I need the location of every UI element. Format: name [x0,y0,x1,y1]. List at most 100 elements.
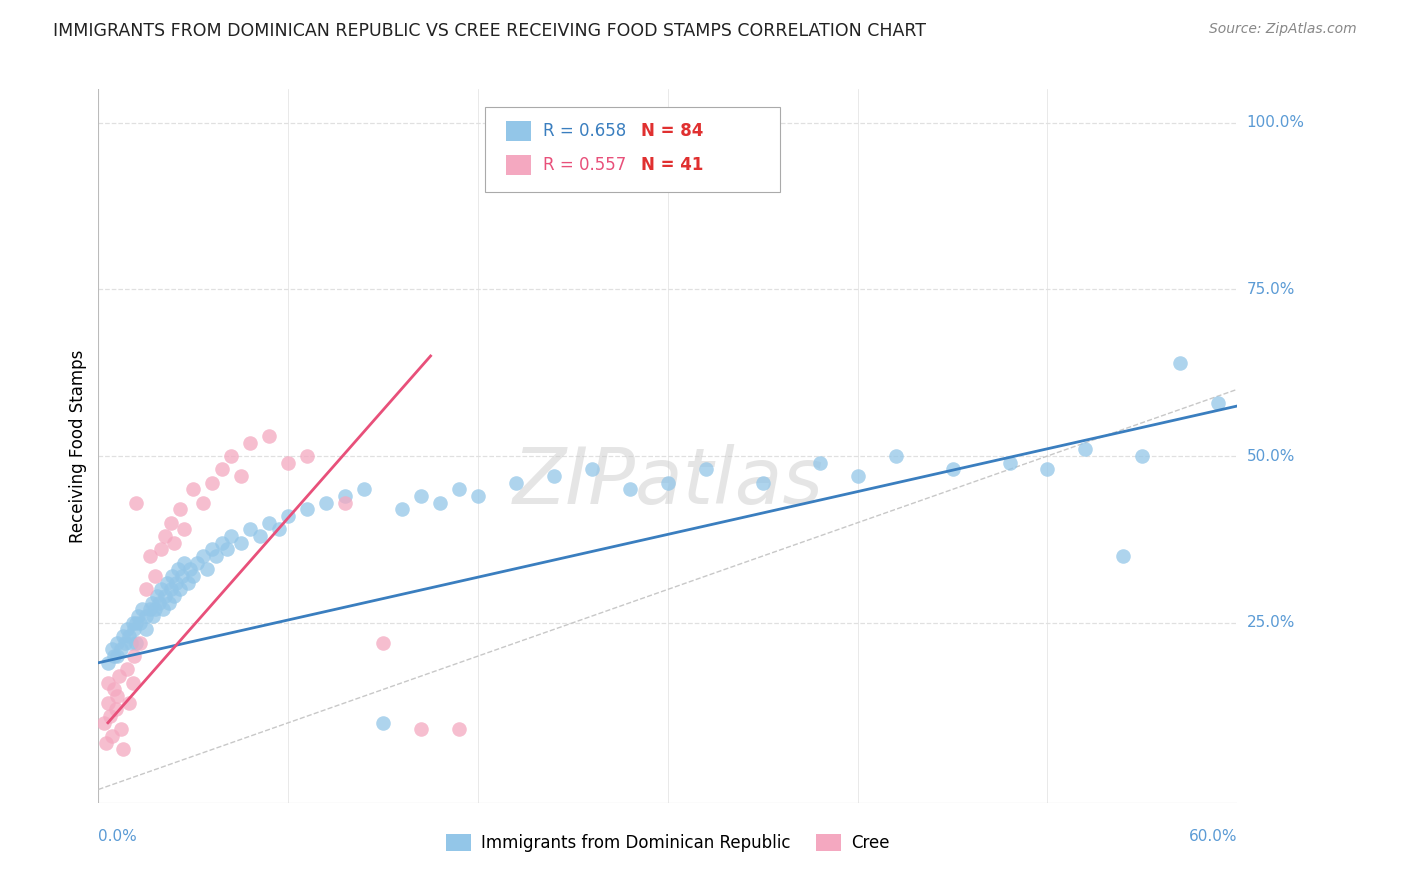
Point [110,723,132,737]
Point [411,723,433,737]
Point [657,475,679,490]
Point [124,623,146,637]
Point [581,462,603,476]
Point [121,675,143,690]
Point [131,602,153,616]
Point [353,483,375,497]
Point [170,569,193,583]
Point [108,669,131,683]
Legend: Immigrants from Dominican Republic, Cree: Immigrants from Dominican Republic, Cree [440,827,896,859]
Point [94,736,117,750]
Point [103,682,125,697]
Text: 100.0%: 100.0% [1247,115,1305,130]
Point [163,535,186,549]
Point [695,462,717,476]
Point [112,629,135,643]
Point [411,489,433,503]
Point [229,469,252,483]
Point [191,496,214,510]
Point [104,702,127,716]
Point [138,549,160,563]
Point [145,569,167,583]
Point [201,475,224,490]
Point [135,609,157,624]
Point [259,429,281,443]
Text: ZIPatlas: ZIPatlas [512,443,824,520]
Point [752,475,775,490]
Point [163,589,186,603]
Point [159,516,181,530]
Text: 60.0%: 60.0% [1189,830,1237,845]
Point [205,549,228,563]
Point [449,483,471,497]
Point [259,516,281,530]
Point [135,623,157,637]
Point [249,529,271,543]
Point [145,602,167,616]
Point [186,556,208,570]
Point [129,636,152,650]
Point [146,589,169,603]
Point [1208,395,1230,409]
Point [195,562,218,576]
Point [127,609,149,624]
Point [429,496,451,510]
Point [153,529,176,543]
Point [152,602,174,616]
Point [884,449,907,463]
Text: 0.0%: 0.0% [98,830,138,845]
Point [239,522,262,536]
Point [1170,356,1192,370]
Point [157,596,180,610]
Point [121,615,143,630]
Text: Source: ZipAtlas.com: Source: ZipAtlas.com [1209,22,1357,37]
Point [277,456,299,470]
Text: N = 84: N = 84 [641,122,703,140]
Point [229,535,252,549]
Point [1112,549,1135,563]
Text: 50.0%: 50.0% [1247,449,1295,464]
Point [138,602,160,616]
Point [176,575,198,590]
Point [335,489,357,503]
Point [125,636,148,650]
Point [1132,449,1154,463]
Point [100,642,122,657]
Point [129,615,152,630]
Point [173,522,195,536]
Point [619,483,641,497]
Point [221,529,243,543]
Point [1074,442,1097,457]
Point [449,723,471,737]
Point [277,509,299,524]
Point [239,435,262,450]
Point [165,575,187,590]
Point [107,689,129,703]
Point [97,696,120,710]
Point [808,456,831,470]
Point [467,489,489,503]
Point [211,535,233,549]
Point [297,502,319,516]
Point [162,569,184,583]
Text: N = 41: N = 41 [641,156,703,174]
Point [107,649,129,664]
Point [505,475,527,490]
Point [846,469,869,483]
Point [1036,462,1059,476]
Point [159,582,181,597]
Point [125,496,148,510]
Text: R = 0.557: R = 0.557 [543,156,626,174]
Point [93,715,115,730]
Point [100,729,122,743]
Point [135,582,157,597]
Point [173,556,195,570]
Point [97,656,120,670]
Point [191,549,214,563]
Point [150,582,173,597]
Point [315,496,337,510]
Point [179,562,201,576]
Point [97,675,120,690]
Point [221,449,243,463]
Point [169,502,191,516]
